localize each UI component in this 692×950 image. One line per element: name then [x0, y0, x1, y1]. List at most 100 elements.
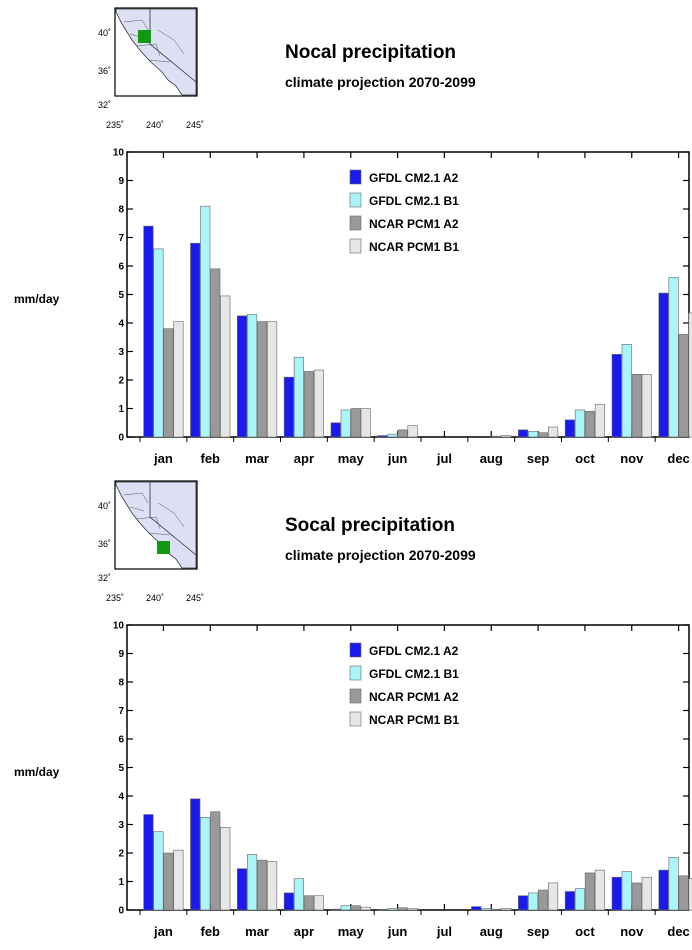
bar: [190, 242, 201, 438]
y-tick-label: 7: [118, 706, 124, 717]
x-category-label: aug: [480, 924, 503, 939]
bar: [678, 334, 689, 438]
x-category-label: sep: [527, 924, 549, 939]
x-category-label: mar: [245, 451, 269, 466]
bar: [340, 409, 351, 438]
y-tick-label: 9: [118, 176, 124, 187]
inset-map-land: [115, 8, 197, 96]
y-axis-label: mm/day: [14, 292, 60, 306]
bar: [631, 882, 642, 911]
bar: [538, 889, 549, 911]
bar: [574, 409, 585, 438]
x-category-label: jun: [387, 924, 408, 939]
bar: [641, 373, 652, 438]
bar: [153, 248, 164, 438]
bar: [471, 906, 482, 911]
x-category-label: sep: [527, 451, 549, 466]
bar: [330, 908, 341, 911]
bar: [163, 328, 174, 438]
bar: [350, 905, 361, 911]
y-tick-label: 1: [118, 877, 124, 888]
bar: [200, 205, 211, 438]
bar: [377, 435, 388, 438]
bar: [491, 908, 502, 911]
bar: [621, 871, 632, 911]
legend-label: NCAR PCM1 A2: [369, 217, 459, 231]
x-category-label: feb: [201, 451, 221, 466]
bar: [387, 433, 398, 438]
legend-swatch: [349, 665, 362, 681]
x-category-label: apr: [294, 451, 314, 466]
bar: [397, 907, 408, 911]
bar: [658, 292, 669, 438]
bar: [538, 432, 549, 438]
map-lat-tick: 36˚: [98, 539, 111, 549]
y-tick-label: 0: [118, 906, 124, 917]
bar: [283, 892, 294, 911]
bar: [611, 354, 622, 438]
y-tick-label: 2: [118, 849, 124, 860]
legend-swatch: [349, 642, 362, 658]
y-tick-label: 3: [118, 820, 124, 831]
bar: [247, 314, 258, 438]
bar: [678, 875, 689, 911]
legend: GFDL CM2.1 A2 GFDL CM2.1 B1 NCAR PCM1 A2 NC…: [349, 169, 459, 254]
bar: [257, 859, 268, 911]
inset-map: 40˚ 36˚ 32˚ 235˚ 240˚ 245˚: [98, 480, 204, 603]
bar: [257, 321, 268, 438]
bar: [143, 225, 154, 438]
bar: [501, 908, 512, 911]
bar: [548, 426, 559, 438]
bar: [501, 435, 512, 438]
bar: [377, 909, 388, 911]
bar: [210, 268, 221, 438]
inset-map-state-border: [149, 9, 197, 83]
bar: [564, 891, 575, 911]
bar: [143, 814, 154, 911]
bar: [668, 277, 679, 438]
bar: [548, 882, 559, 911]
legend-swatch: [349, 169, 362, 185]
bar: [584, 411, 595, 438]
x-category-label: dec: [667, 451, 689, 466]
y-tick-label: 5: [118, 290, 124, 301]
y-tick-label: 2: [118, 376, 124, 387]
x-category-label: may: [338, 924, 365, 939]
bar: [283, 376, 294, 438]
y-tick-label: 6: [118, 735, 124, 746]
bar: [313, 895, 324, 911]
x-category-label: oct: [575, 924, 595, 939]
bar: [574, 888, 585, 911]
inset-map-state-border: [149, 482, 197, 556]
bar: [387, 908, 398, 911]
y-tick-label: 4: [118, 792, 124, 803]
legend-swatch: [349, 711, 362, 727]
bar: [491, 435, 502, 438]
bar: [631, 373, 642, 438]
legend-label: NCAR PCM1 B1: [369, 713, 459, 727]
bar: [267, 321, 278, 438]
y-tick-label: 5: [118, 763, 124, 774]
region-marker: [157, 541, 170, 554]
x-category-label: nov: [620, 924, 644, 939]
legend-label: NCAR PCM1 B1: [369, 240, 459, 254]
map-lat-tick: 32˚: [98, 100, 111, 110]
bar: [237, 868, 248, 911]
y-tick-label: 10: [113, 621, 125, 632]
y-tick-label: 6: [118, 262, 124, 273]
bar: [220, 827, 231, 911]
bar: [247, 854, 258, 911]
x-category-label: apr: [294, 924, 314, 939]
chart-subtitle: climate projection 2070-2099: [285, 547, 476, 563]
y-tick-label: 7: [118, 233, 124, 244]
y-tick-label: 3: [118, 347, 124, 358]
bar: [397, 429, 408, 438]
y-tick-label: 9: [118, 649, 124, 660]
plot-area: 0 1 2 3 4 5 6 7 8 9 10 jan feb mar apr may jun jul aug sep o…: [113, 621, 692, 939]
inset-map-county-lines: [123, 492, 185, 536]
legend-label: GFDL CM2.1 A2: [369, 171, 459, 185]
x-category-label: aug: [480, 451, 503, 466]
bar: [407, 425, 418, 438]
bar: [303, 895, 314, 911]
map-lon-tick: 235˚: [106, 120, 124, 130]
